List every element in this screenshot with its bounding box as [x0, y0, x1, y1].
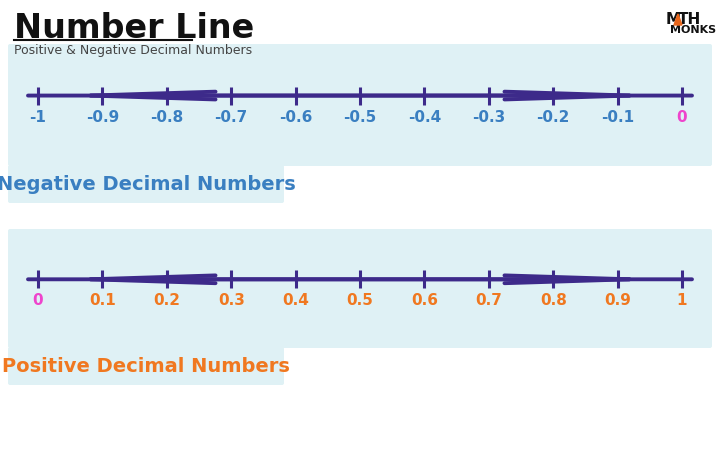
Text: 0.5: 0.5 — [346, 293, 374, 308]
Text: -0.8: -0.8 — [150, 109, 184, 125]
Text: -0.2: -0.2 — [536, 109, 570, 125]
Text: Negative Decimal Numbers: Negative Decimal Numbers — [0, 174, 295, 193]
Text: 0.4: 0.4 — [282, 293, 309, 308]
Text: 0.3: 0.3 — [217, 293, 245, 308]
Text: -0.3: -0.3 — [472, 109, 505, 125]
FancyBboxPatch shape — [8, 165, 284, 203]
Text: -0.4: -0.4 — [408, 109, 441, 125]
Text: 0.1: 0.1 — [89, 293, 116, 308]
Text: 0.9: 0.9 — [604, 293, 631, 308]
Text: 0.7: 0.7 — [475, 293, 503, 308]
Text: 0: 0 — [677, 109, 688, 125]
Text: -0.9: -0.9 — [86, 109, 119, 125]
FancyBboxPatch shape — [8, 44, 712, 166]
Text: -0.6: -0.6 — [279, 109, 312, 125]
Text: -0.7: -0.7 — [215, 109, 248, 125]
Text: Positive & Negative Decimal Numbers: Positive & Negative Decimal Numbers — [14, 44, 252, 57]
Text: 1: 1 — [677, 293, 688, 308]
Text: 0: 0 — [32, 293, 43, 308]
Text: M: M — [666, 12, 681, 27]
Text: 0.8: 0.8 — [540, 293, 567, 308]
Text: -1: -1 — [30, 109, 46, 125]
Text: 0.2: 0.2 — [153, 293, 180, 308]
Text: MONKS: MONKS — [670, 25, 716, 35]
Text: Number Line: Number Line — [14, 12, 254, 45]
FancyBboxPatch shape — [8, 347, 284, 385]
Text: -0.5: -0.5 — [343, 109, 377, 125]
Text: 0.6: 0.6 — [411, 293, 438, 308]
Text: -0.1: -0.1 — [601, 109, 634, 125]
Polygon shape — [674, 14, 682, 25]
FancyBboxPatch shape — [8, 229, 712, 348]
Text: Positive Decimal Numbers: Positive Decimal Numbers — [2, 356, 290, 375]
Text: TH: TH — [678, 12, 701, 27]
